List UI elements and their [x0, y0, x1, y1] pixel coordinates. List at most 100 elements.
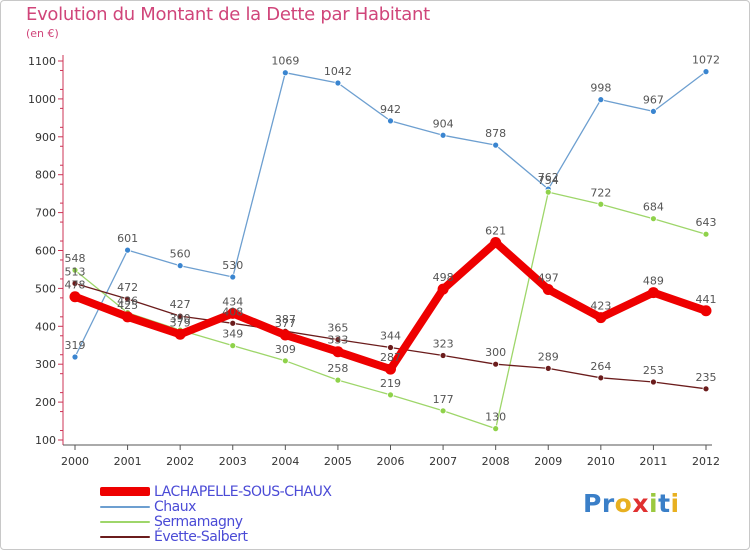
y-tick-label: 700	[35, 207, 56, 220]
data-label-chaux: 1042	[324, 65, 352, 78]
data-label-evette: 323	[433, 337, 454, 350]
data-point-sermamagny	[281, 357, 289, 365]
data-point-lachapelle	[647, 287, 659, 299]
logo-letter: o	[614, 489, 633, 518]
x-tick-label: 2008	[482, 455, 510, 468]
data-label-chaux: 998	[590, 82, 611, 95]
data-label-lachapelle: 425	[117, 299, 138, 312]
data-label-chaux: 1069	[271, 55, 299, 68]
legend-swatch-evette	[100, 535, 150, 538]
proxiti-logo: Proxiti	[583, 489, 680, 518]
data-point-evette	[544, 364, 552, 372]
data-point-chaux	[71, 353, 79, 361]
data-point-sermamagny	[492, 425, 500, 433]
data-label-lachapelle: 478	[65, 279, 86, 292]
data-label-lachapelle: 333	[327, 334, 348, 347]
y-tick-label: 400	[35, 320, 56, 333]
data-point-evette	[702, 385, 710, 393]
data-point-lachapelle	[490, 237, 502, 249]
data-point-chaux	[176, 262, 184, 270]
logo-letter: P	[583, 489, 602, 518]
legend-label-chaux: Chaux	[154, 498, 196, 515]
data-point-lachapelle	[122, 311, 134, 323]
data-point-evette	[229, 319, 237, 327]
data-point-lachapelle	[595, 312, 607, 324]
data-label-sermamagny: 177	[433, 393, 454, 406]
data-label-chaux: 762	[538, 171, 559, 184]
x-tick-label: 2005	[324, 455, 352, 468]
data-label-lachapelle: 621	[485, 225, 506, 238]
data-label-evette: 264	[590, 360, 611, 373]
x-tick-label: 2000	[61, 455, 89, 468]
data-label-lachapelle: 498	[433, 271, 454, 284]
y-tick-label: 900	[35, 131, 56, 144]
data-point-sermamagny	[387, 391, 394, 399]
data-point-evette	[597, 374, 605, 382]
legend-label-evette: Évette-Salbert	[154, 528, 248, 545]
data-label-chaux: 1072	[692, 54, 720, 67]
data-label-sermamagny: 436	[117, 295, 138, 308]
data-label-evette: 289	[538, 350, 559, 363]
legend-item-evette[interactable]: Évette-Salbert	[100, 529, 331, 544]
data-point-lachapelle	[279, 329, 291, 341]
x-tick-label: 2007	[429, 455, 457, 468]
data-label-chaux: 967	[643, 93, 664, 106]
data-label-evette: 344	[380, 330, 401, 343]
data-point-chaux	[702, 68, 710, 76]
data-point-lachapelle	[332, 346, 344, 358]
x-tick-label: 2001	[114, 455, 142, 468]
data-label-chaux: 560	[170, 248, 191, 261]
data-label-evette: 365	[327, 322, 348, 335]
y-tick-label: 500	[35, 282, 56, 295]
chart-subtitle: (en €)	[26, 27, 59, 40]
data-label-evette: 253	[643, 364, 664, 377]
data-label-evette: 300	[485, 346, 506, 359]
data-point-chaux	[650, 108, 657, 115]
data-label-sermamagny: 219	[380, 377, 401, 390]
logo-letter: r	[601, 489, 615, 518]
legend-item-sermamagny[interactable]: Sermamagny	[100, 514, 331, 529]
data-label-sermamagny: 309	[275, 343, 296, 356]
data-point-evette	[492, 360, 500, 368]
legend-item-lachapelle[interactable]: LACHAPELLE-SOUS-CHAUX	[100, 484, 332, 499]
data-point-lachapelle	[437, 283, 449, 295]
x-tick-label: 2003	[219, 455, 247, 468]
legend-swatch-lachapelle	[100, 487, 150, 496]
data-point-sermamagny	[71, 266, 79, 274]
data-point-lachapelle	[385, 363, 396, 375]
data-label-sermamagny: 643	[696, 216, 717, 229]
y-tick-label: 300	[35, 358, 56, 371]
data-label-chaux: 530	[222, 259, 243, 272]
data-point-evette	[71, 280, 79, 287]
data-label-chaux: 601	[117, 232, 138, 245]
data-point-lachapelle	[174, 328, 186, 340]
logo-letter: t	[658, 489, 671, 518]
data-point-evette	[334, 336, 342, 343]
legend-item-chaux[interactable]: Chaux	[100, 499, 331, 514]
data-point-chaux	[334, 79, 342, 87]
legend-label-sermamagny: Sermamagny	[154, 513, 243, 530]
data-label-sermamagny: 130	[485, 411, 506, 424]
data-point-lachapelle	[542, 284, 554, 296]
data-point-sermamagny	[544, 188, 552, 196]
data-label-sermamagny: 722	[590, 186, 611, 199]
chart-title: Evolution du Montant de la Dette par Hab…	[26, 4, 430, 25]
x-tick-label: 2002	[166, 455, 194, 468]
y-tick-label: 1100	[28, 55, 56, 68]
data-point-evette	[124, 295, 131, 303]
logo-letter: x	[632, 489, 649, 518]
data-label-sermamagny: 349	[222, 328, 243, 341]
data-point-evette	[387, 344, 394, 351]
data-point-sermamagny	[334, 376, 342, 384]
data-label-lachapelle: 434	[222, 295, 243, 308]
data-label-chaux: 319	[65, 339, 86, 352]
data-point-evette	[176, 312, 184, 320]
data-label-chaux: 942	[380, 103, 401, 116]
data-label-evette: 427	[170, 298, 191, 311]
data-label-evette: 513	[65, 265, 86, 278]
data-point-sermamagny	[229, 342, 237, 350]
x-tick-label: 2006	[377, 455, 405, 468]
y-tick-label: 100	[35, 434, 56, 447]
